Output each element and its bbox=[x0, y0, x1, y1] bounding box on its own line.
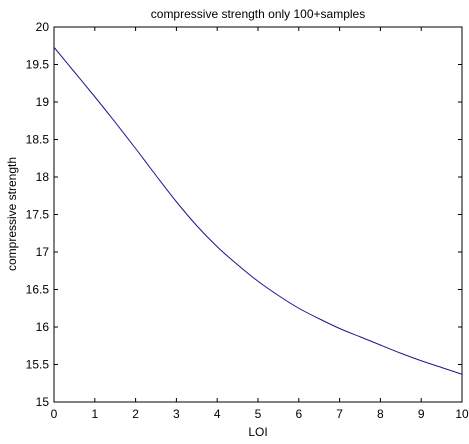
x-tick-label: 6 bbox=[295, 407, 302, 421]
y-tick-label: 18.5 bbox=[26, 133, 50, 147]
x-tick-label: 0 bbox=[51, 407, 58, 421]
y-tick-label: 17 bbox=[36, 245, 50, 259]
x-axis-ticks: 0 1 2 3 4 5 6 7 8 9 10 bbox=[51, 27, 469, 421]
y-tick-label: 18 bbox=[36, 170, 50, 184]
plot-area bbox=[53, 26, 463, 403]
chart-title: compressive strength only 100+samples bbox=[151, 7, 365, 21]
y-tick-label: 20 bbox=[36, 20, 50, 34]
x-axis-title: LOI bbox=[248, 425, 267, 439]
x-tick-label: 7 bbox=[336, 407, 343, 421]
y-tick-label: 16.5 bbox=[26, 283, 50, 297]
y-tick-label: 16 bbox=[36, 320, 50, 334]
y-tick-label: 19 bbox=[36, 95, 50, 109]
x-tick-label: 10 bbox=[455, 407, 469, 421]
series-layer bbox=[53, 46, 463, 375]
x-tick-label: 1 bbox=[91, 407, 98, 421]
y-axis-title: compressive strength bbox=[5, 157, 19, 271]
x-tick-label: 8 bbox=[377, 407, 384, 421]
y-axis-ticks: 15 15.5 16 16.5 17 17.5 18 18.5 19 19.5 20 bbox=[26, 20, 462, 409]
x-tick-label: 9 bbox=[418, 407, 425, 421]
x-tick-label: 2 bbox=[132, 407, 139, 421]
series-line-0 bbox=[53, 46, 463, 375]
y-tick-label: 19.5 bbox=[26, 58, 50, 72]
x-tick-label: 3 bbox=[173, 407, 180, 421]
x-tick-label: 5 bbox=[255, 407, 262, 421]
y-tick-label: 17.5 bbox=[26, 208, 50, 222]
y-tick-label: 15.5 bbox=[26, 358, 50, 372]
y-tick-label: 15 bbox=[36, 395, 50, 409]
x-tick-label: 4 bbox=[214, 407, 221, 421]
